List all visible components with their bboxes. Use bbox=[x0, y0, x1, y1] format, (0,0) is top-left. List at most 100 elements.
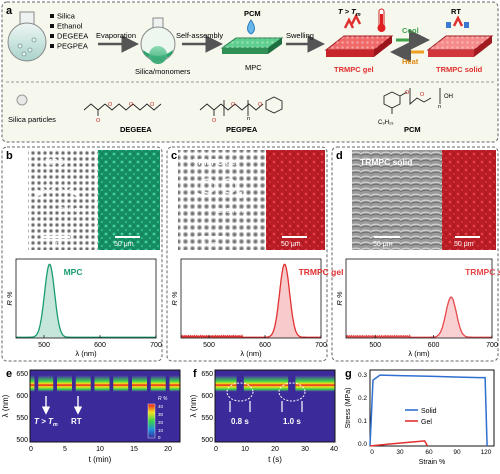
spectrum-label: TRMPC solid bbox=[465, 267, 500, 277]
scale-bar-label: 50 μm bbox=[454, 241, 474, 248]
colorbar bbox=[147, 403, 156, 439]
x-tick-label: 10 bbox=[96, 446, 104, 453]
band-gap bbox=[53, 374, 57, 393]
x-tick-label: 700 bbox=[315, 342, 327, 349]
particle-size-label: 206 nm bbox=[60, 205, 85, 214]
panel-b: b MPC 206 nm 1 μm 50 μm bbox=[1, 146, 163, 362]
panel-d-letter: d bbox=[336, 150, 343, 162]
self-assembly-label: Self-assembly bbox=[176, 31, 223, 40]
y-tick-label: 550 bbox=[201, 415, 213, 422]
heatmap-f-frame bbox=[214, 369, 336, 443]
sem-image-mpc bbox=[28, 150, 98, 250]
x-tick-label: 500 bbox=[203, 342, 215, 349]
pcm-structure-icon bbox=[383, 88, 441, 114]
band-gap bbox=[128, 374, 132, 393]
pcm-c9h19: C₉H₁₉ bbox=[378, 120, 394, 126]
y-axis-label: R % bbox=[335, 291, 344, 306]
pegpea-label: PEGPEA bbox=[226, 125, 258, 134]
y-tick-label: 550 bbox=[16, 415, 28, 422]
highlight-ellipse bbox=[226, 382, 254, 402]
colorbar-tick: 30 bbox=[158, 412, 164, 417]
y-tick-label: 0.1 bbox=[358, 418, 367, 425]
pcm-oxygen: O bbox=[405, 90, 410, 96]
flask-ingredient-list: Silica Ethanol DEGEEA PEGPEA bbox=[50, 12, 88, 51]
y-tick-label: 0.2 bbox=[358, 395, 367, 402]
y-axis-label: R % bbox=[5, 291, 14, 306]
plot-frame bbox=[15, 258, 157, 339]
x-tick-label: 600 bbox=[428, 342, 440, 349]
scale-bar-label: 50 μm bbox=[114, 241, 134, 248]
panel-d: d TRMPC solid 50 μm 50 μm bbox=[331, 146, 499, 362]
heating-label: T > Tm bbox=[34, 417, 58, 428]
evaporation-label: Evaporation bbox=[96, 31, 136, 40]
panel-f-letter: f bbox=[193, 368, 197, 380]
panel-d-title: TRMPC solid bbox=[360, 157, 412, 167]
band-gap bbox=[109, 374, 114, 393]
colorbar-tick: 40 bbox=[158, 404, 164, 409]
panel-e-letter: e bbox=[6, 368, 12, 380]
optical-image-mpc bbox=[98, 150, 160, 250]
pcm-oh: OH bbox=[444, 94, 453, 100]
silica-particle-icon bbox=[16, 94, 28, 106]
mpc-stage-label: MPC bbox=[245, 63, 262, 72]
x-tick-label: 120 bbox=[481, 449, 492, 456]
spectrum-label: MPC bbox=[64, 267, 83, 277]
y-tick-label: 500 bbox=[16, 437, 28, 444]
panel-c-letter: c bbox=[171, 150, 177, 162]
spectrum-plot-mpc: 500 600 700 λ (nm) R % MPC bbox=[5, 258, 162, 358]
x-tick-label: 700 bbox=[150, 342, 162, 349]
silica-particles-label: Silica particles bbox=[8, 115, 56, 124]
spectrum-fill bbox=[346, 297, 492, 338]
panel-f: f 0.8 s 1.0 s 650 600 550 500 0 10 20 30… bbox=[189, 368, 338, 464]
x-tick-label: 60 bbox=[425, 449, 433, 456]
pcm-repeat-n: n bbox=[438, 104, 441, 110]
series-line-solid bbox=[369, 374, 488, 447]
pcm-legend-label: PCM bbox=[404, 125, 421, 134]
x-tick-label: 40 bbox=[330, 446, 338, 453]
green-flask-icon bbox=[140, 17, 176, 64]
y-axis-label: R % bbox=[170, 291, 179, 306]
colorbar-tick: 10 bbox=[158, 428, 164, 433]
list-item: Silica bbox=[57, 12, 76, 21]
band-gap bbox=[236, 374, 244, 393]
y-tick-label: 600 bbox=[201, 393, 213, 400]
rt-label: RT bbox=[451, 7, 461, 16]
scale-bar-label: 1 μm bbox=[46, 241, 62, 248]
x-tick-label: 0 bbox=[214, 446, 218, 453]
colorbar-title: R % bbox=[158, 396, 168, 402]
spectrum-label: TRMPC gel bbox=[299, 267, 344, 277]
y-tick-label: 650 bbox=[16, 371, 28, 378]
trmpc-gel-film-icon bbox=[324, 8, 394, 57]
y-tick-label: 500 bbox=[201, 437, 213, 444]
panel-c: c TRMPC gel 255 nm 1 μm 50 μm bbox=[166, 146, 328, 362]
degeea-structure-icon bbox=[83, 103, 162, 116]
plot-g-frame bbox=[369, 369, 495, 447]
spectrum-line bbox=[345, 296, 492, 339]
list-item: DEGEEA bbox=[57, 32, 88, 41]
round-flask-icon bbox=[7, 11, 47, 62]
y-axis-label: λ (nm) bbox=[189, 394, 198, 417]
spectrum-plot-trmpc-gel: 500 600 700 λ (nm) R % TRMPC gel bbox=[170, 258, 344, 358]
sem-image-trmpc-gel bbox=[178, 150, 266, 250]
x-tick-label: 20 bbox=[271, 446, 279, 453]
y-tick-label: 600 bbox=[16, 393, 28, 400]
y-tick-label: 650 bbox=[201, 371, 213, 378]
spectrum-fill bbox=[181, 264, 321, 338]
legend-label-solid: Solid bbox=[421, 408, 437, 415]
spectrum-line bbox=[16, 263, 156, 338]
band-gap bbox=[165, 374, 170, 393]
x-tick-label: 10 bbox=[241, 446, 249, 453]
panel-c-title: TRMPC gel bbox=[193, 157, 238, 167]
pcm-oxygen: O bbox=[420, 92, 425, 98]
plot-frame bbox=[345, 258, 493, 339]
pcm-label: PCM bbox=[244, 9, 261, 18]
heatmap-e-frame bbox=[29, 369, 181, 443]
pegpea-oxygen: O bbox=[212, 118, 217, 124]
x-tick-label: 30 bbox=[396, 449, 404, 456]
band-gap bbox=[90, 374, 95, 393]
particle-size-label: 255 nm bbox=[218, 206, 243, 215]
swelling-label: Swelling bbox=[286, 31, 314, 40]
optical-image-trmpc-solid bbox=[442, 150, 496, 250]
colorbar-tick: 0 bbox=[158, 435, 161, 440]
